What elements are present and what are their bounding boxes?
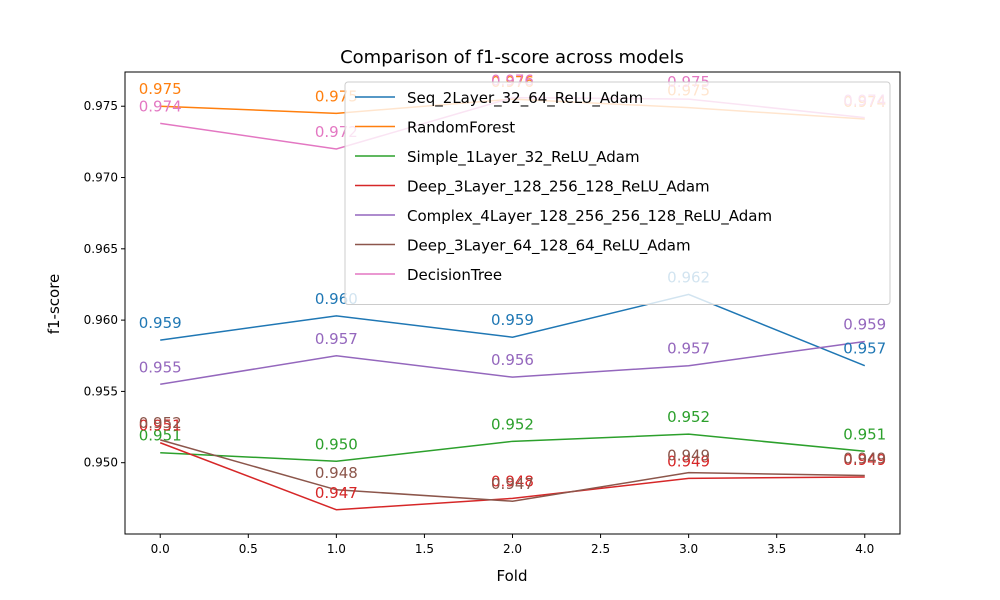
legend-entry: Deep_3Layer_128_256_128_ReLU_Adam	[407, 178, 710, 197]
y-tick-label: 0.950	[84, 456, 118, 470]
data-label: 0.956	[491, 351, 534, 369]
data-label: 0.949	[667, 452, 710, 470]
data-label: 0.952	[139, 414, 182, 432]
x-tick-label: 0.0	[151, 542, 170, 556]
series-line	[160, 433, 865, 463]
data-label: 0.949	[667, 447, 710, 465]
legend-entry: RandomForest	[407, 119, 515, 137]
legend-entry: Deep_3Layer_64_128_64_ReLU_Adam	[407, 237, 691, 256]
chart-title: Comparison of f1-score across models	[340, 47, 684, 68]
x-tick-label: 3.5	[767, 542, 786, 556]
data-label: 0.959	[491, 311, 534, 329]
legend: Seq_2Layer_32_64_ReLU_Adam RandomForest Si…	[344, 81, 891, 305]
data-label: 0.951	[139, 427, 182, 445]
series-line	[160, 340, 865, 386]
x-tick-label: 3.0	[679, 542, 698, 556]
ticks-layer: 0.0 0.5 1.0 1.5 2.0 2.5 3.0 3.5 4.0 0.950 0.955 0.9…	[84, 99, 875, 556]
legend-entry: Complex_4Layer_128_256_256_128_ReLU_Adam	[407, 207, 772, 226]
data-label: 0.957	[667, 340, 710, 358]
legend-entry: Simple_1Layer_32_ReLU_Adam	[407, 148, 640, 167]
data-label: 0.951	[139, 417, 182, 435]
data-label: 0.948	[491, 472, 534, 490]
plot-frame	[124, 71, 901, 535]
data-label: 0.955	[139, 358, 182, 376]
x-tick-label: 4.0	[855, 542, 874, 556]
data-label: 0.950	[315, 435, 358, 453]
data-label: 0.959	[139, 314, 182, 332]
legend-entry: DecisionTree	[407, 266, 502, 284]
series-line	[160, 439, 865, 502]
data-label: 0.947	[491, 475, 534, 493]
x-axis-title: Fold	[497, 567, 528, 585]
y-tick-label: 0.965	[84, 242, 118, 256]
series-line	[159, 442, 865, 511]
x-tick-label: 1.5	[415, 542, 434, 556]
series-line	[160, 293, 866, 367]
legend-box	[344, 81, 891, 305]
data-label: 0.974	[139, 97, 182, 115]
data-label: 0.949	[843, 450, 886, 468]
x-tick-label: 1.0	[327, 542, 346, 556]
data-label: 0.975	[139, 80, 182, 98]
legend-entry: Seq_2Layer_32_64_ReLU_Adam	[407, 89, 643, 108]
y-tick-label: 0.960	[84, 313, 118, 327]
y-tick-label: 0.970	[84, 171, 118, 185]
x-tick-label: 2.0	[503, 542, 522, 556]
y-tick-label: 0.975	[84, 99, 118, 113]
y-axis-title: f1-score	[45, 274, 63, 335]
data-label: 0.952	[667, 408, 710, 426]
data-label: 0.952	[491, 415, 534, 433]
x-tick-label: 2.5	[591, 542, 610, 556]
data-label: 0.959	[843, 316, 886, 334]
data-label: 0.957	[843, 340, 886, 358]
x-tick-label: 0.5	[239, 542, 258, 556]
y-tick-label: 0.955	[84, 384, 118, 398]
data-label: 0.948	[315, 464, 358, 482]
data-label: 0.947	[315, 484, 358, 502]
data-label: 0.951	[843, 425, 886, 443]
data-label: 0.957	[315, 330, 358, 348]
data-label: 0.949	[843, 451, 886, 469]
